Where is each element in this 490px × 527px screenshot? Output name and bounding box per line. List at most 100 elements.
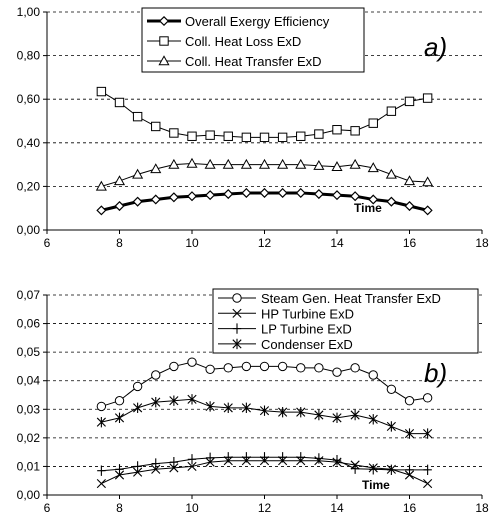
data-point	[259, 187, 270, 198]
data-point	[386, 196, 397, 207]
data-point	[169, 361, 179, 372]
data-point	[187, 454, 197, 465]
series-coll-heat-loss-exd	[96, 86, 433, 143]
legend-marker	[159, 36, 169, 46]
data-point	[169, 395, 179, 406]
data-point	[169, 463, 179, 473]
data-point	[168, 192, 179, 203]
data-point	[114, 412, 125, 424]
data-point	[422, 205, 433, 216]
data-point	[386, 421, 396, 432]
data-point	[313, 188, 324, 200]
data-point	[151, 396, 161, 408]
data-point	[404, 396, 415, 406]
data-point	[95, 180, 107, 191]
data-point	[349, 158, 361, 169]
data-point	[151, 458, 160, 469]
data-point	[277, 361, 288, 372]
data-point	[186, 191, 198, 202]
data-point	[368, 118, 378, 128]
data-point	[186, 157, 198, 168]
data-point	[96, 205, 107, 216]
y-tick-label: 0,04	[17, 374, 41, 388]
series-steam-gen-heat-transfer-exd	[96, 357, 433, 412]
x-tick-label: 8	[116, 501, 123, 515]
x-tick-label: 12	[258, 501, 272, 515]
data-point	[368, 414, 378, 425]
data-point	[169, 456, 179, 468]
data-point	[314, 363, 324, 373]
legend-label: Steam Gen. Heat Transfer ExD	[261, 291, 441, 306]
data-point	[260, 452, 269, 463]
legend-marker	[232, 308, 242, 318]
y-tick-label: 0,05	[17, 345, 41, 359]
data-point	[133, 402, 143, 414]
data-point	[332, 412, 342, 424]
x-axis-label: Time	[354, 201, 382, 215]
data-point	[150, 163, 162, 174]
data-point	[205, 364, 215, 374]
data-point	[385, 168, 397, 179]
x-axis-label: Time	[362, 478, 390, 492]
legend-label: Coll. Heat Transfer ExD	[185, 54, 322, 69]
data-point	[422, 93, 433, 103]
data-point	[295, 158, 307, 169]
data-point	[332, 125, 342, 135]
legend-marker	[158, 15, 170, 27]
data-point	[97, 465, 106, 476]
data-point	[332, 454, 342, 466]
x-tick-label: 12	[258, 236, 272, 250]
data-point	[151, 464, 161, 474]
data-point	[404, 96, 415, 107]
data-point	[350, 126, 360, 136]
x-tick-label: 14	[330, 236, 344, 250]
data-point	[241, 361, 252, 372]
data-point	[368, 194, 379, 205]
data-point	[96, 416, 106, 428]
data-point	[205, 452, 215, 464]
data-point	[222, 158, 234, 169]
legend-marker	[232, 338, 242, 350]
x-tick-label: 10	[185, 236, 199, 250]
data-point	[114, 470, 125, 480]
legend-label: HP Turbine ExD	[261, 306, 354, 321]
data-point	[96, 478, 106, 489]
data-point	[114, 200, 125, 212]
data-point	[96, 401, 107, 412]
data-point	[296, 452, 305, 463]
x-tick-label: 18	[475, 501, 489, 515]
data-point	[422, 176, 434, 187]
data-point	[259, 405, 270, 416]
data-point	[151, 370, 161, 380]
x-tick-label: 16	[403, 501, 417, 515]
data-point	[386, 106, 397, 116]
data-point	[259, 132, 270, 143]
data-point	[369, 464, 378, 475]
data-point	[242, 452, 251, 463]
y-tick-label: 0,20	[17, 179, 41, 193]
data-point	[113, 175, 126, 186]
data-point	[405, 464, 414, 476]
data-point	[350, 409, 360, 421]
x-tick-label: 18	[475, 236, 489, 250]
data-point	[278, 406, 288, 418]
data-point	[132, 381, 143, 392]
series-condenser-exd	[96, 394, 433, 439]
data-point	[187, 394, 197, 405]
y-tick-label: 0,07	[17, 288, 41, 302]
data-point	[404, 428, 415, 439]
data-point	[423, 464, 432, 476]
legend-label: Coll. Heat Loss ExD	[185, 34, 301, 49]
data-point	[204, 158, 216, 169]
data-point	[114, 97, 125, 108]
data-point	[368, 370, 378, 380]
y-tick-label: 0,00	[17, 488, 41, 502]
data-point	[96, 86, 107, 97]
data-point	[331, 190, 343, 201]
data-point	[422, 393, 433, 403]
data-point	[240, 158, 252, 169]
data-point	[133, 461, 142, 472]
data-point	[205, 130, 215, 140]
data-point	[223, 363, 233, 373]
chart-panel-a: 0,00 0,20 0,40 0,60 0,80 1,00 6 8 10 12 14 16 18 Over…	[17, 5, 489, 250]
